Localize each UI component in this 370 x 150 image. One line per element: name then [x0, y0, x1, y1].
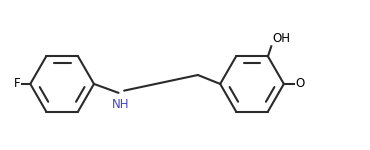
Text: OH: OH	[272, 32, 290, 45]
Text: NH: NH	[112, 98, 130, 111]
Text: O: O	[295, 77, 304, 90]
Text: F: F	[14, 77, 20, 90]
